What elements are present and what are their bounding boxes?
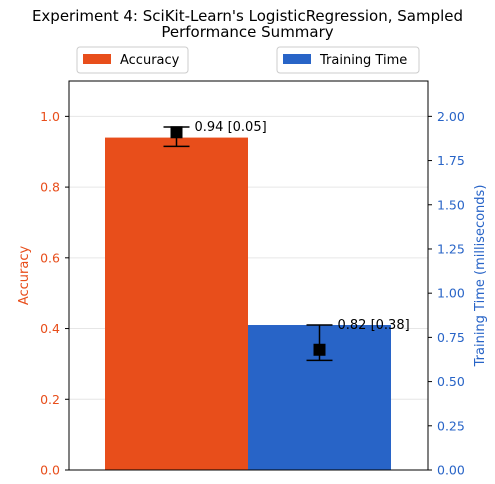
left-tick-label: 1.0 (40, 109, 60, 124)
left-tick-label: 0.0 (40, 463, 60, 478)
legend-swatch-accuracy (83, 54, 111, 64)
right-tick-label: 1.25 (437, 241, 465, 256)
chart-title-line1: Experiment 4: SciKit-Learn's LogisticReg… (32, 7, 463, 25)
right-tick-label: 1.00 (437, 286, 465, 301)
legend-swatch-training-time (283, 54, 311, 64)
legend-accuracy: Accuracy (76, 46, 189, 74)
right-tick-label: 2.00 (437, 109, 465, 124)
right-tick-label: 1.50 (437, 197, 465, 212)
bars (105, 137, 391, 470)
legend-training-time: Training Time (276, 46, 420, 74)
error-bars (163, 126, 333, 362)
right-tick-label: 1.75 (437, 153, 465, 168)
legend-box-training-time (276, 46, 420, 74)
chart-title-line2: Performance Summary (161, 23, 333, 41)
right-tick-label: 0.25 (437, 418, 465, 433)
plot-frame (68, 80, 429, 471)
right-axis-ticks: 0.00 0.25 0.50 0.75 1.00 1.25 1.50 1.75 2.00 (428, 109, 465, 478)
point-marker-training-time (313, 343, 326, 356)
data-label-accuracy: 0.94 [0.05] (195, 120, 267, 135)
left-tick-label: 0.8 (40, 180, 60, 195)
right-axis-label: Training Time (milliseconds) (473, 185, 488, 368)
right-tick-label: 0.75 (437, 330, 465, 345)
right-tick-label: 0.00 (437, 463, 465, 478)
left-tick-label: 0.2 (40, 392, 60, 407)
legend-label-accuracy: Accuracy (120, 53, 180, 68)
right-tick-label: 0.50 (437, 374, 465, 389)
left-tick-label: 0.6 (40, 250, 60, 265)
point-marker-accuracy (170, 126, 183, 139)
data-label-training-time: 0.82 [0.38] (338, 318, 410, 333)
bar-accuracy (105, 137, 248, 470)
legend-box-accuracy (76, 46, 189, 74)
left-axis-ticks: 0.0 0.2 0.4 0.6 0.8 1.0 (40, 109, 69, 478)
left-axis-label: Accuracy (17, 246, 32, 306)
annotations: 0.94 [0.05] 0.82 [0.38] (195, 120, 410, 333)
legend-label-training-time: Training Time (319, 53, 407, 68)
left-tick-label: 0.4 (40, 321, 60, 336)
